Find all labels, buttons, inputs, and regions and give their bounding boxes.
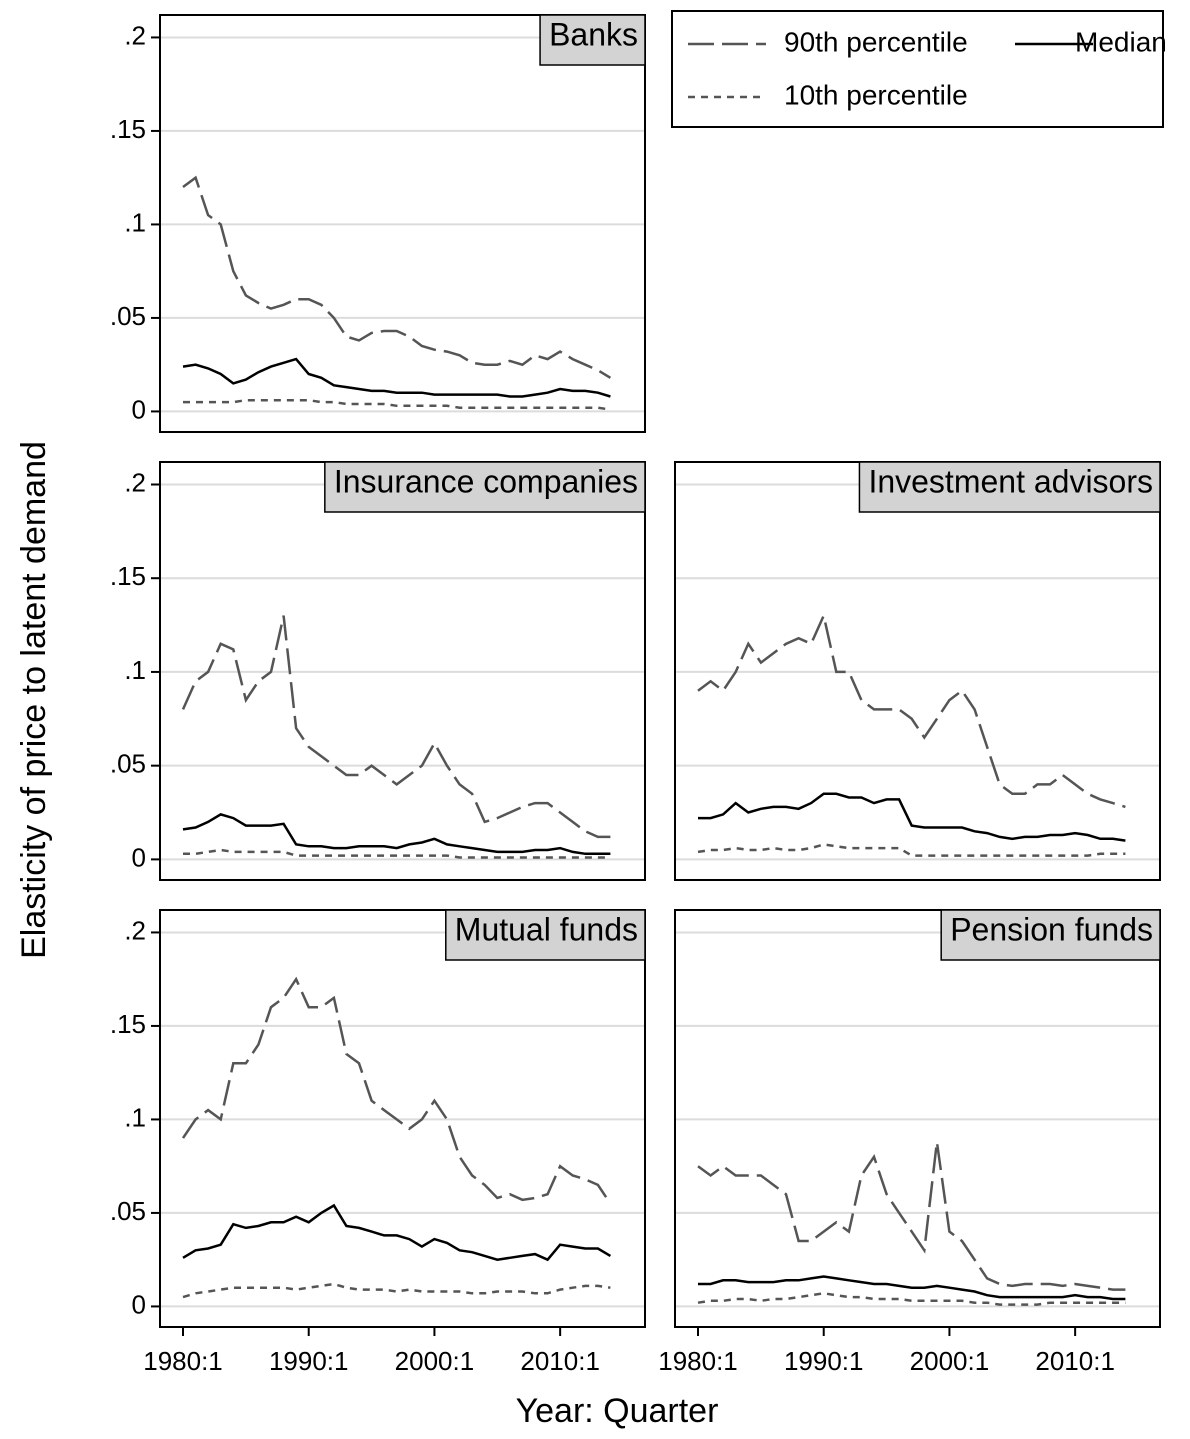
- x-tick-label: 1980:1: [143, 1346, 223, 1376]
- panel-title-box: [539, 14, 646, 66]
- y-tick-label: 0: [132, 1289, 146, 1319]
- legend-label: 10th percentile: [784, 79, 968, 110]
- y-tick-label: .1: [124, 207, 146, 237]
- y-tick-label: .15: [110, 561, 146, 591]
- panel-title: Insurance companies: [334, 463, 638, 499]
- panel-title: Pension funds: [950, 911, 1153, 947]
- series-line: [698, 1275, 1126, 1301]
- series-line: [181, 976, 612, 1205]
- series-line: [698, 792, 1126, 842]
- legend-label: Median: [1075, 26, 1167, 57]
- x-tick-label: 1990:1: [269, 1346, 349, 1376]
- series-line: [182, 1282, 611, 1299]
- panel-title-box: [445, 909, 646, 961]
- panel-frame: [159, 909, 646, 1328]
- panel-title-box: [324, 461, 646, 513]
- y-tick-label: .2: [124, 915, 146, 945]
- x-tick-label: 2010:1: [1035, 1346, 1115, 1376]
- legend-label: 90th percentile: [784, 26, 968, 57]
- y-tick-label: .05: [110, 1196, 146, 1226]
- y-tick-label: .15: [110, 114, 146, 144]
- legend-box: [671, 10, 1164, 128]
- series-line: [182, 813, 611, 856]
- x-tick-label: 2000:1: [910, 1346, 990, 1376]
- x-axis-label: Year: Quarter: [516, 1392, 719, 1430]
- series-line: [182, 357, 611, 398]
- x-tick-label: 1980:1: [658, 1346, 738, 1376]
- series-line: [697, 1141, 1126, 1291]
- series-line: [697, 611, 1126, 809]
- series-line: [697, 1292, 1126, 1306]
- y-tick-label: .2: [124, 467, 146, 497]
- y-tick-label: .05: [110, 749, 146, 779]
- y-tick-label: .1: [124, 655, 146, 685]
- x-tick-label: 1990:1: [784, 1346, 864, 1376]
- y-tick-label: 0: [132, 842, 146, 872]
- panel-frame: [159, 14, 646, 433]
- series-line: [181, 615, 611, 839]
- series-line: [183, 848, 611, 859]
- series-line: [182, 1203, 612, 1262]
- panel-title: Banks: [549, 16, 638, 52]
- y-tick-label: .2: [124, 20, 146, 50]
- y-tick-label: .05: [110, 301, 146, 331]
- panel-frame: [674, 909, 1161, 1328]
- panel-title: Investment advisors: [868, 463, 1153, 499]
- panel-title-box: [940, 909, 1161, 961]
- x-tick-label: 2000:1: [395, 1346, 475, 1376]
- series-line: [182, 175, 612, 379]
- panel-title-box: [858, 461, 1161, 513]
- y-tick-label: 0: [132, 394, 146, 424]
- series-line: [697, 843, 1126, 857]
- panel-title: Mutual funds: [455, 911, 638, 947]
- y-tick-label: .15: [110, 1009, 146, 1039]
- series-line: [183, 398, 611, 411]
- y-axis-label: Elasticity of price to latent demand: [15, 441, 53, 959]
- x-tick-label: 2010:1: [520, 1346, 600, 1376]
- y-tick-label: .1: [124, 1102, 146, 1132]
